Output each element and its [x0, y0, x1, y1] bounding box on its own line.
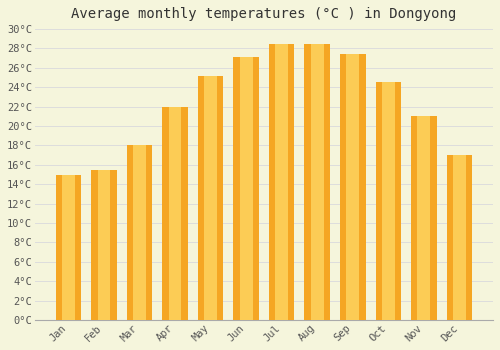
Bar — [126, 145, 152, 320]
Bar — [168, 107, 181, 320]
Bar — [418, 116, 430, 320]
Bar — [311, 44, 324, 320]
Bar — [62, 175, 75, 320]
Bar — [304, 44, 330, 320]
Bar — [276, 44, 288, 320]
Bar — [198, 76, 224, 320]
Bar — [269, 44, 294, 320]
Bar — [98, 170, 110, 320]
Bar — [91, 170, 116, 320]
Bar — [56, 175, 81, 320]
Title: Average monthly temperatures (°C ) in Dongyong: Average monthly temperatures (°C ) in Do… — [72, 7, 456, 21]
Bar — [133, 145, 146, 320]
Bar — [411, 116, 436, 320]
Bar — [376, 82, 401, 320]
Bar — [240, 57, 252, 320]
Bar — [382, 82, 394, 320]
Bar — [453, 155, 466, 320]
Bar — [234, 57, 259, 320]
Bar — [162, 107, 188, 320]
Bar — [340, 54, 365, 320]
Bar — [346, 54, 359, 320]
Bar — [446, 155, 472, 320]
Bar — [204, 76, 217, 320]
